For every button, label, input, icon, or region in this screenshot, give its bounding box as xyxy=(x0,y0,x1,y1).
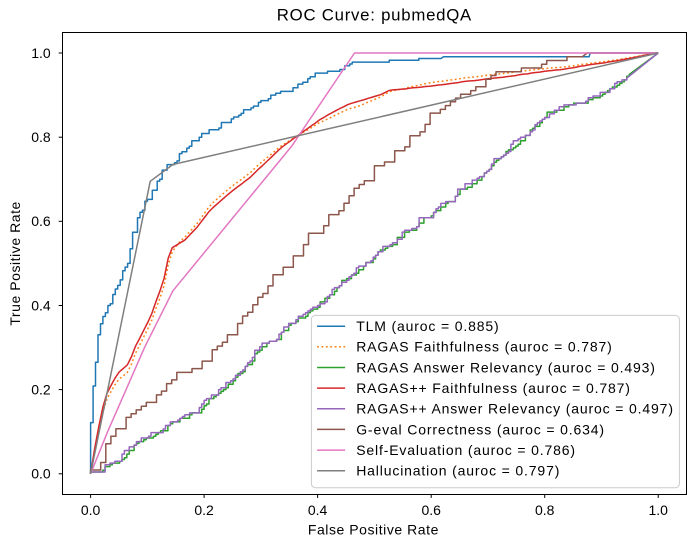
svg-text:0.6: 0.6 xyxy=(31,213,51,229)
svg-text:1.0: 1.0 xyxy=(31,45,51,61)
svg-text:RAGAS++ Faithfulness (auroc =: RAGAS++ Faithfulness (auroc = 0.787) xyxy=(356,380,631,396)
svg-text:RAGAS++ Answer Relevancy (auro: RAGAS++ Answer Relevancy (auroc = 0.497) xyxy=(356,401,674,417)
svg-text:RAGAS Faithfulness (auroc = 0.: RAGAS Faithfulness (auroc = 0.787) xyxy=(356,339,613,355)
svg-text:RAGAS Answer Relevancy (auroc: RAGAS Answer Relevancy (auroc = 0.493) xyxy=(356,359,656,375)
svg-text:ROC Curve: pubmedQA: ROC Curve: pubmedQA xyxy=(277,6,472,25)
svg-text:True Positive Rate: True Positive Rate xyxy=(7,201,23,326)
svg-text:G-eval Correctness (auroc = 0.: G-eval Correctness (auroc = 0.634) xyxy=(356,421,605,437)
svg-text:0.0: 0.0 xyxy=(81,502,101,518)
svg-text:0.4: 0.4 xyxy=(308,502,328,518)
svg-text:1.0: 1.0 xyxy=(648,502,668,518)
svg-text:0.2: 0.2 xyxy=(31,382,51,398)
svg-text:0.8: 0.8 xyxy=(31,129,51,145)
svg-text:0.4: 0.4 xyxy=(31,297,51,313)
svg-text:0.0: 0.0 xyxy=(31,466,51,482)
svg-text:Self-Evaluation (auroc = 0.786: Self-Evaluation (auroc = 0.786) xyxy=(356,442,576,458)
svg-text:False Positive Rate: False Positive Rate xyxy=(308,522,439,538)
svg-text:Hallucination (auroc = 0.797): Hallucination (auroc = 0.797) xyxy=(356,463,560,479)
svg-text:0.8: 0.8 xyxy=(535,502,555,518)
svg-text:0.2: 0.2 xyxy=(194,502,214,518)
svg-text:TLM (auroc = 0.885): TLM (auroc = 0.885) xyxy=(356,318,499,334)
svg-text:0.6: 0.6 xyxy=(421,502,441,518)
